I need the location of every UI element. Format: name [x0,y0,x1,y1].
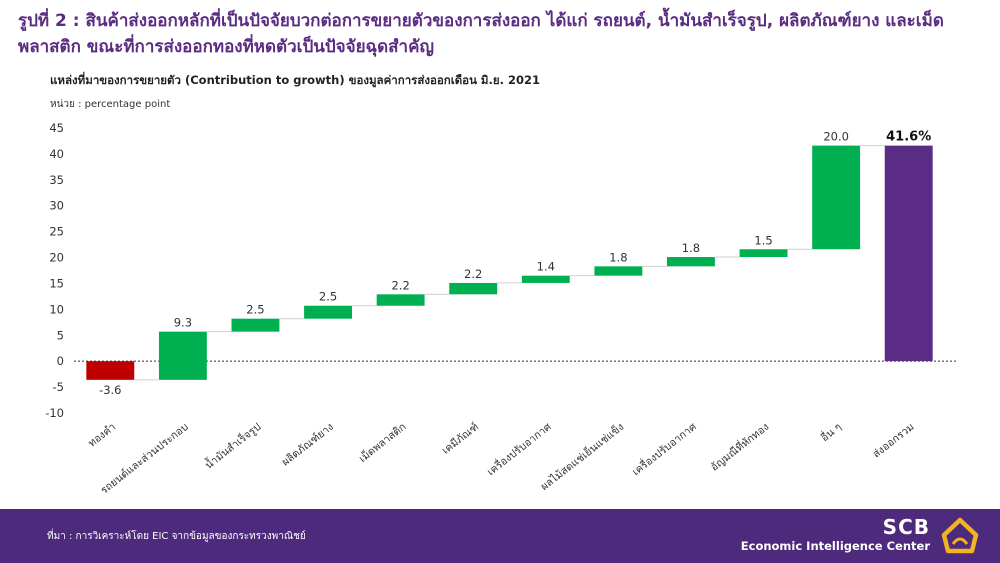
data-label: 1.8 [682,241,700,255]
data-label: 2.2 [391,278,409,292]
y-tick-label: 30 [49,199,64,213]
scb-logo-icon [941,517,979,554]
waterfall-bar [739,249,788,258]
category-label: ผลิตภัณฑ์ยาง [279,420,336,468]
data-label: 1.4 [537,260,555,274]
data-label: 2.5 [246,303,264,317]
waterfall-bar [158,331,207,380]
y-tick-label: -5 [53,380,64,394]
page-headline: รูปที่ 2 : สินค้าส่งออกหลักที่เป็นปัจจัย… [18,11,944,57]
category-label: เคมีภัณฑ์ [439,420,481,457]
y-tick-label: 10 [49,302,64,316]
waterfall-bar [86,361,135,380]
y-tick-label: 40 [49,147,64,161]
y-tick-label: 35 [49,173,64,187]
footer-bar: ที่มา : การวิเคราะห์โดย EIC จากข้อมูลของ… [0,509,1000,563]
brand-name: SCB [882,515,930,539]
data-label: 1.8 [609,250,627,264]
category-label: ส่งออกรวม [871,421,917,461]
category-label: น้ำมันสำเร็จรูป [202,419,264,472]
waterfall-bar [304,305,352,319]
y-tick-label: 0 [57,354,64,368]
total-bar [884,145,933,362]
unit-label: หน่วย : percentage point [50,99,171,110]
data-label: 1.5 [754,233,772,247]
data-label: 41.6% [886,130,931,145]
waterfall-bar [231,318,280,332]
waterfall-chart: -10-5051015202530354045-3.6ทองคำ9.3รถยนต… [45,121,957,497]
category-label: เม็ดพลาสติก [356,419,409,465]
category-label: อื่น ๆ [818,419,844,444]
category-label: เครื่องปรับอากาศ [484,419,554,478]
data-label: -3.6 [99,383,121,397]
y-tick-label: 25 [49,225,64,239]
category-label: เครื่องปรับอากาศ [629,419,699,478]
data-label: 9.3 [174,316,192,330]
category-label: อัญมณีที่หักทอง [707,419,771,473]
waterfall-bar [521,275,570,283]
y-tick-label: 5 [57,328,64,342]
waterfall-bar [594,266,643,276]
brand-subtitle: Economic Intelligence Center [740,539,930,553]
brand-block: SCB Economic Intelligence Center [741,516,930,554]
source-note: ที่มา : การวิเคราะห์โดย EIC จากข้อมูลของ… [47,531,306,542]
waterfall-bar [449,282,498,295]
waterfall-bar [812,145,861,250]
y-tick-label: 45 [49,121,64,135]
data-label: 2.2 [464,267,482,281]
data-label: 20.0 [823,130,849,144]
waterfall-bar [667,257,715,267]
y-tick-label: 15 [49,276,64,290]
y-tick-label: -10 [45,406,64,420]
waterfall-bar [376,294,425,306]
y-tick-label: 20 [49,251,64,265]
category-label: ทองคำ [86,421,118,450]
data-label: 2.5 [319,290,337,304]
chart-subtitle: แหล่งที่มาของการขยายตัว (Contribution to… [50,73,541,87]
